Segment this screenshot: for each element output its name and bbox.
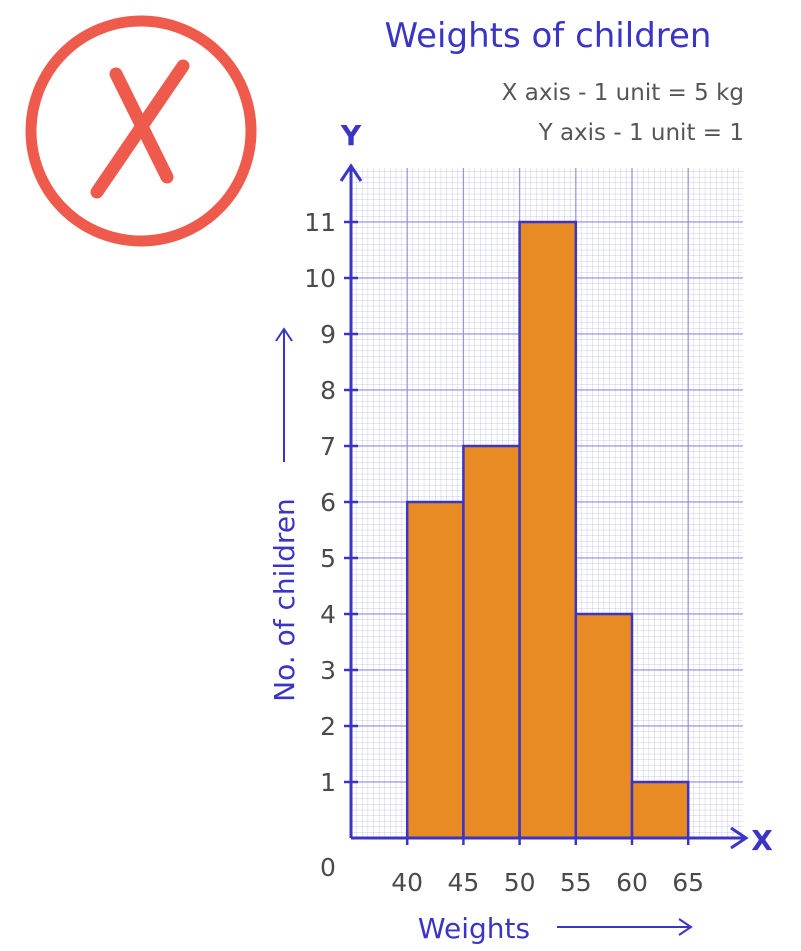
y-tick-label: 4 (320, 600, 336, 629)
y-tick-label: 5 (320, 544, 336, 573)
x-tick-label: 60 (616, 868, 648, 897)
y-axis-title: No. of children (268, 498, 301, 702)
cross-mark-in-circle-icon (25, 15, 257, 247)
histogram-bar-55-60 (574, 612, 634, 840)
histogram-bar-50-55 (518, 220, 578, 840)
x-tick-label: 55 (560, 868, 592, 897)
x-tick-label: 50 (504, 868, 536, 897)
y-axis-ticks: 1 2 3 4 5 6 7 8 9 10 11 (304, 208, 358, 797)
y-tick-label: 9 (320, 320, 336, 349)
y-axis-letter: Y (340, 119, 362, 152)
y-tick-label: 6 (320, 488, 336, 517)
y-axis-scale-note: Y axis - 1 unit = 1 (538, 120, 744, 146)
x-axis-title: Weights (418, 912, 530, 945)
x-axis-letter: X (751, 824, 773, 857)
x-axis-title-arrowhead (678, 918, 693, 936)
x-tick-label: 45 (447, 868, 479, 897)
y-tick-label: 1 (320, 768, 336, 797)
x-tick-label: 40 (391, 868, 423, 897)
x-axis-scale-note: X axis - 1 unit = 5 kg (502, 80, 744, 106)
x-axis-arrowhead (730, 826, 749, 850)
y-tick-label: 8 (320, 376, 336, 405)
x-tick-label: 65 (672, 868, 704, 897)
chart-title: Weights of children (385, 16, 712, 56)
histogram-bar-40-45 (405, 500, 465, 840)
y-tick-label: 10 (304, 264, 336, 293)
origin-label: 0 (320, 853, 336, 882)
y-axis-title-group: No. of children (268, 327, 301, 702)
y-axis-arrowhead (339, 163, 363, 182)
histogram-bar-45-50 (462, 444, 521, 840)
y-tick-label: 11 (304, 208, 336, 237)
x-axis-ticks: 40 45 50 55 60 65 (391, 831, 704, 897)
y-axis-title-arrowhead (275, 327, 293, 342)
y-tick-label: 7 (320, 432, 336, 461)
y-tick-label: 2 (320, 712, 336, 741)
x-axis-title-group: Weights (418, 912, 693, 945)
histogram-bar-60-65 (630, 780, 690, 840)
y-tick-label: 3 (320, 656, 336, 685)
